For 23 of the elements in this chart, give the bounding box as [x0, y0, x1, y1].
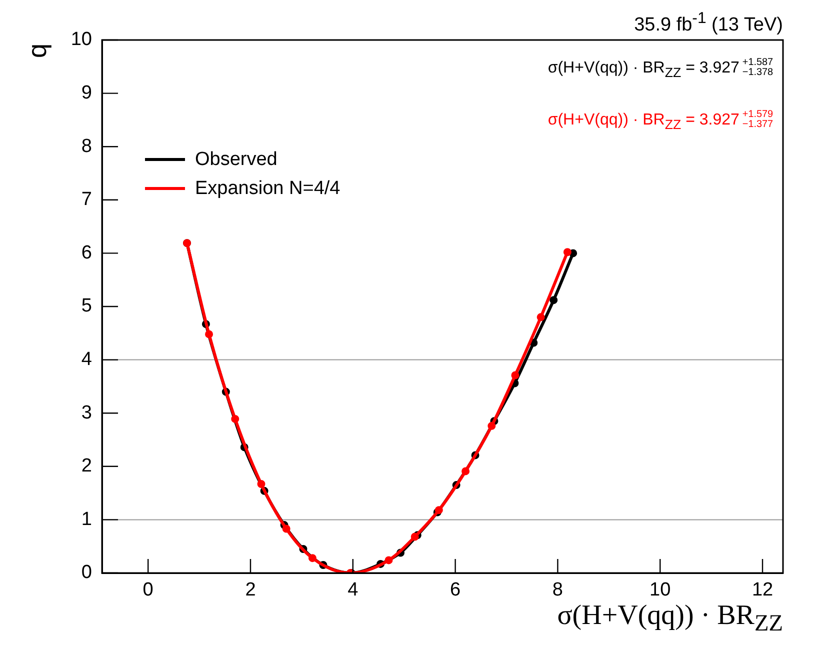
y-tick-label: 0	[81, 562, 92, 584]
y-tick-label: 10	[70, 29, 92, 50]
x-axis-title: σ(H+V(qq)) · BR$_{ZZ}$	[557, 600, 783, 638]
y-tick-label: 9	[81, 82, 92, 104]
chart-title: 35.9 fb$^{-1}$ (13 TeV)	[634, 10, 783, 36]
x-tick-label: 6	[450, 580, 461, 601]
x-tick-label: 12	[752, 580, 774, 601]
y-tick-label: 1	[81, 508, 92, 530]
x-tick-label: 10	[650, 580, 671, 601]
y-tick-label: 3	[81, 402, 92, 424]
legend-label: Expansion N=4/4	[195, 178, 340, 200]
y-axis-title: q	[22, 44, 53, 58]
y-tick-label: 8	[81, 136, 92, 157]
x-tick-label: 4	[348, 580, 359, 601]
y-tick-label: 7	[81, 189, 92, 210]
legend-label: Observed	[195, 148, 278, 170]
x-tick-label: 0	[142, 580, 154, 601]
x-tick-label: 8	[552, 580, 563, 601]
y-tick-label: 6	[81, 242, 92, 264]
y-tick-label: 5	[81, 296, 92, 317]
y-tick-label: 2	[81, 456, 92, 477]
x-tick-label: 2	[245, 580, 256, 601]
y-tick-label: 4	[81, 349, 92, 370]
